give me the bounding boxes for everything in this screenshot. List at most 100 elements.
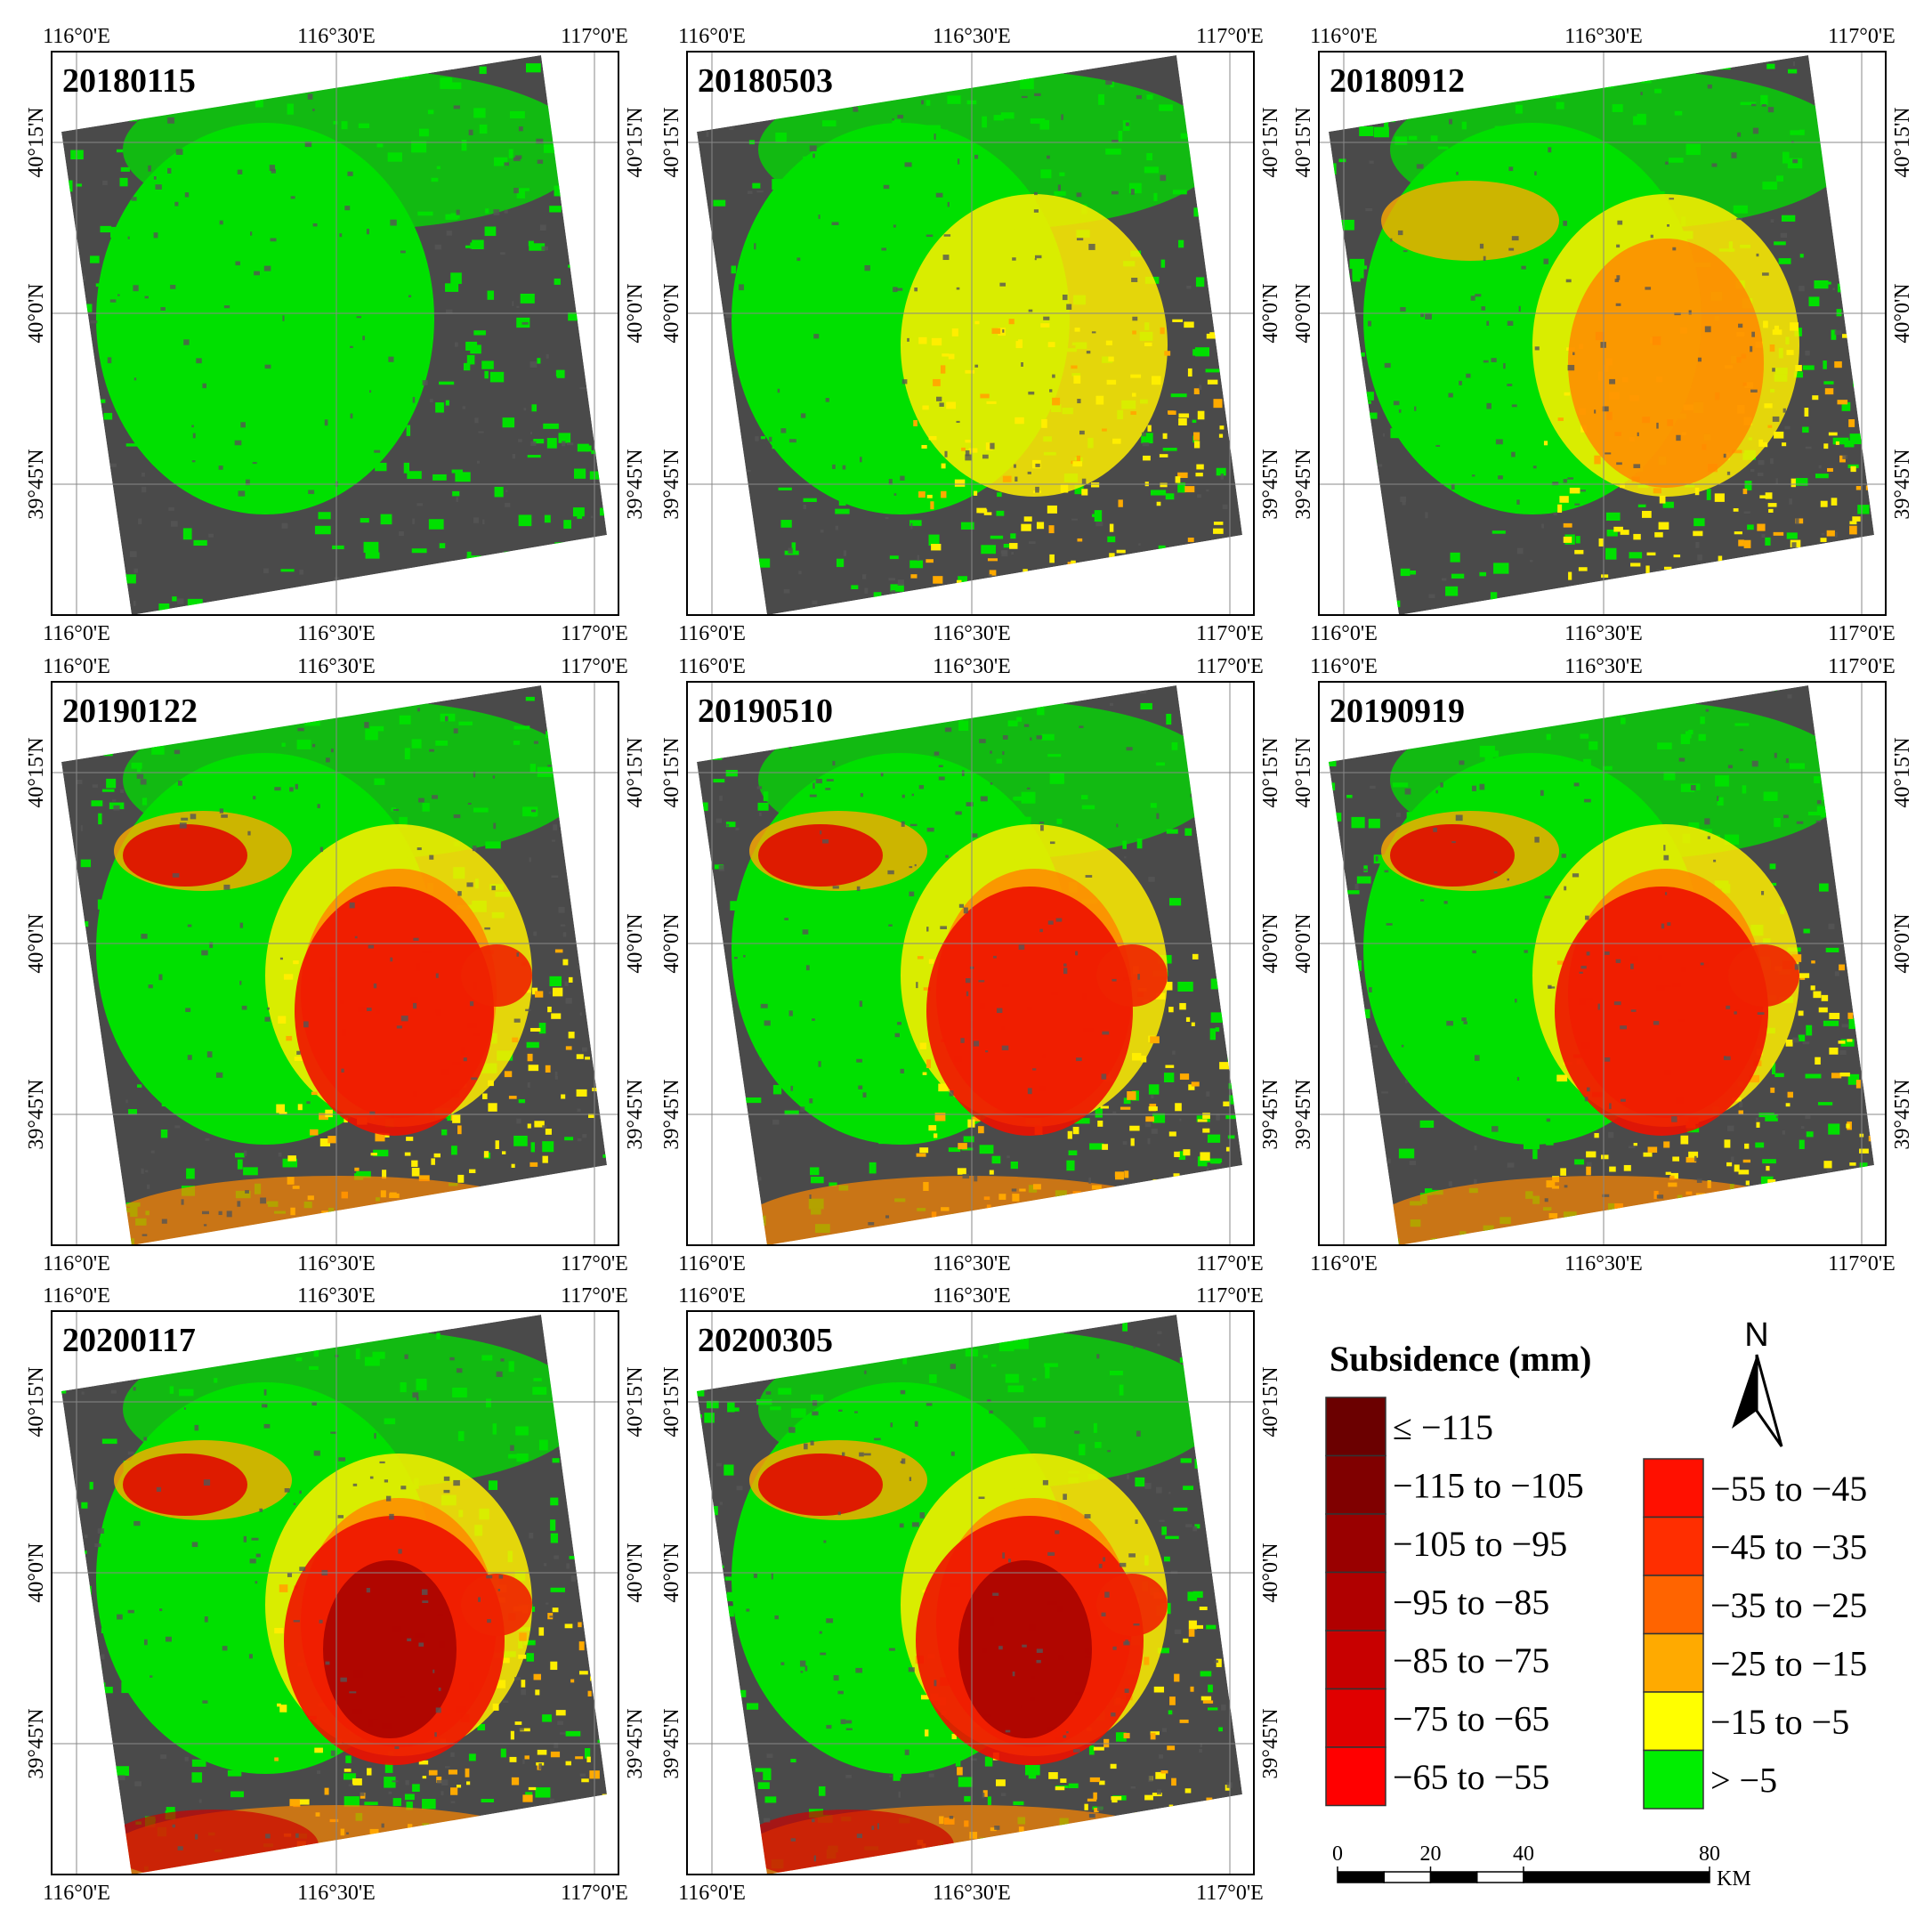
legend-swatch (1325, 1746, 1386, 1807)
zone-speckle (1560, 1168, 1566, 1176)
zone-speckle (941, 490, 947, 498)
lon-label: 116°30'E (933, 1284, 1011, 1308)
terrain-speckle (971, 833, 978, 838)
terrain-speckle (110, 1389, 117, 1394)
terrain-speckle (965, 454, 972, 461)
terrain-speckle (1443, 901, 1448, 904)
terrain-speckle (1116, 823, 1119, 828)
terrain-speckle (429, 398, 433, 403)
terrain-speckle (1507, 1162, 1515, 1168)
terrain-speckle (813, 1855, 817, 1862)
terrain-speckle (1792, 1037, 1799, 1043)
north-arrow-right (1755, 1354, 1783, 1447)
terrain-speckle (1507, 384, 1513, 386)
terrain-speckle (165, 1636, 172, 1642)
stable-speckle (731, 1407, 740, 1412)
stable-speckle (1020, 77, 1034, 90)
terrain-speckle (1491, 1126, 1499, 1132)
stable-speckle (191, 1772, 203, 1783)
lon-label: 117°0'E (1196, 1252, 1264, 1275)
stable-speckle (1778, 258, 1791, 264)
zone-speckle (457, 1174, 465, 1183)
stable-speckle (344, 389, 357, 397)
terrain-speckle (880, 772, 884, 777)
stable-speckle (1146, 94, 1153, 100)
terrain-speckle (141, 472, 145, 477)
zone-speckle (1849, 1162, 1856, 1166)
zone-speckle (522, 1794, 533, 1802)
terrain-speckle (1548, 147, 1552, 153)
stable-speckle (1519, 297, 1534, 308)
stable-speckle (877, 1409, 885, 1414)
stable-speckle (164, 189, 174, 197)
zone-speckle (550, 1751, 561, 1758)
terrain-speckle (994, 1826, 1000, 1830)
zone-speckle (509, 1756, 517, 1762)
stable-speckle (305, 146, 319, 154)
lat-label: 39°45'N (1259, 1079, 1282, 1149)
terrain-speckle (1112, 978, 1117, 982)
terrain-speckle (158, 974, 163, 981)
terrain-speckle (725, 312, 732, 319)
stable-speckle (1109, 1370, 1123, 1376)
lon-label: 116°30'E (933, 655, 1011, 678)
terrain-speckle (1043, 316, 1050, 320)
stable-speckle (928, 457, 937, 464)
terrain-speckle (914, 1421, 918, 1427)
terrain-speckle (1047, 1551, 1055, 1556)
stable-speckle (224, 900, 238, 906)
terrain-speckle (1088, 243, 1095, 250)
terrain-speckle (1794, 964, 1799, 970)
stable-speckle (851, 585, 859, 590)
stable-speckle (1216, 467, 1226, 476)
terrain-speckle (1073, 1749, 1080, 1753)
stable-speckle (821, 1591, 829, 1601)
terrain-speckle (196, 358, 202, 364)
terrain-speckle (304, 142, 312, 148)
terrain-speckle (445, 716, 449, 722)
stable-speckle (1059, 172, 1065, 176)
terrain-speckle (1047, 920, 1054, 925)
terrain-speckle (529, 361, 538, 368)
terrain-speckle (219, 220, 223, 225)
zone-speckle (931, 337, 942, 346)
zone-speckle (418, 1760, 429, 1765)
zone-speckle (1831, 498, 1838, 506)
terrain-speckle (837, 1409, 843, 1412)
terrain-speckle (755, 436, 759, 441)
zone-speckle (1766, 1165, 1770, 1171)
terrain-speckle (238, 490, 246, 497)
zone-speckle (1724, 1139, 1731, 1148)
stable-speckle (1536, 451, 1551, 457)
terrain-speckle (1511, 236, 1519, 241)
zone-speckle (354, 1167, 360, 1171)
stable-speckle (829, 1182, 837, 1186)
stable-speckle (341, 121, 348, 130)
zone-speckle (1093, 1746, 1104, 1751)
terrain-speckle (296, 1050, 301, 1055)
zone-speckle (1647, 1146, 1658, 1154)
terrain-speckle (1137, 974, 1140, 980)
zone-speckle (1738, 1170, 1750, 1175)
zone-speckle (1633, 1143, 1637, 1146)
stable-speckle (267, 1875, 279, 1881)
terrain-speckle (218, 466, 223, 470)
terrain-speckle (388, 356, 394, 362)
terrain-speckle (203, 1224, 207, 1227)
stable-speckle (1700, 829, 1712, 834)
scale-label: 0 (1332, 1842, 1343, 1866)
zone-speckle (957, 1767, 963, 1776)
terrain-speckle (1621, 1098, 1626, 1102)
stable-speckle (439, 381, 455, 385)
stable-speckle (1765, 1114, 1778, 1121)
lat-label: 40°0'N (1259, 283, 1282, 343)
terrain-speckle (241, 1005, 247, 1010)
stable-speckle (979, 1145, 994, 1154)
terrain-speckle (909, 1477, 912, 1482)
terrain-speckle (944, 727, 952, 733)
stable-speckle (251, 1602, 266, 1607)
stable-speckle (176, 1543, 190, 1553)
stable-speckle (1787, 158, 1803, 169)
stable-speckle (387, 152, 402, 162)
terrain-speckle (907, 337, 909, 342)
